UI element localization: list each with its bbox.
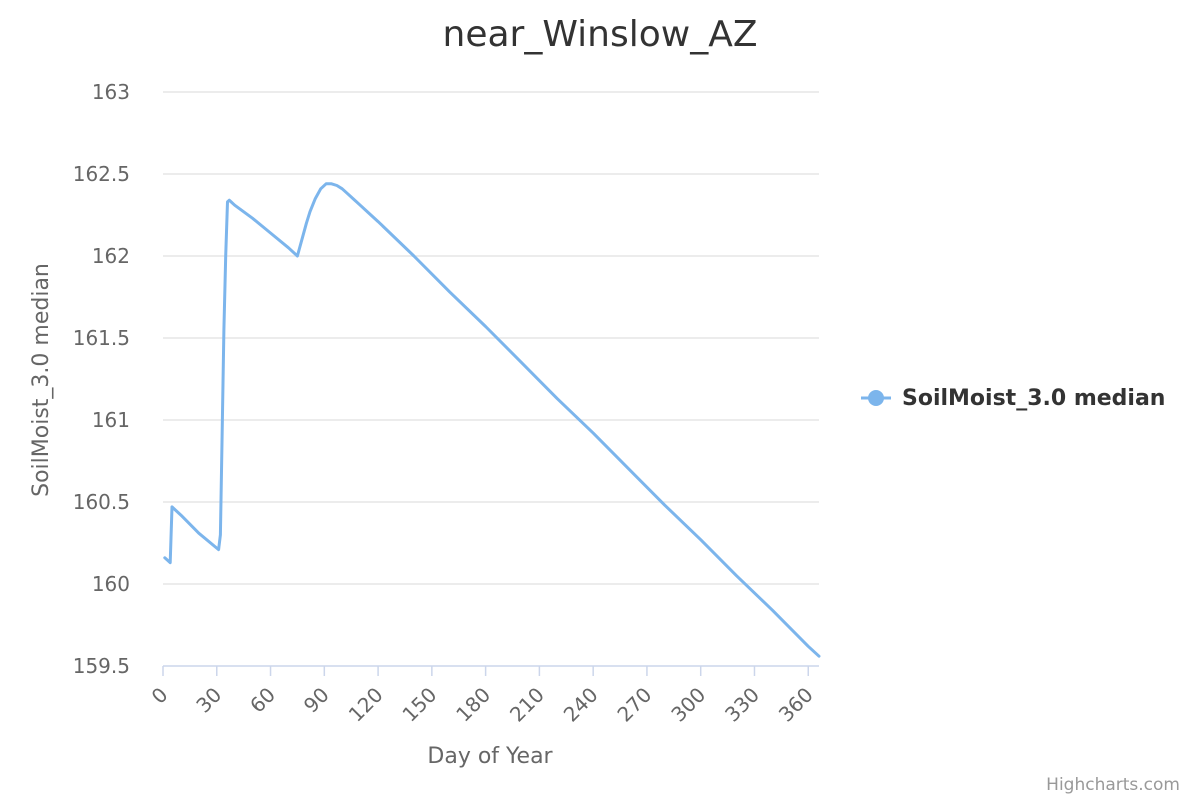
x-axis-title: Day of Year	[427, 744, 553, 769]
x-tick-label-240: 240	[559, 683, 603, 727]
x-tick-label-210: 210	[505, 683, 549, 727]
x-tick-label-270: 270	[612, 683, 656, 727]
x-tick-label-0: 0	[147, 683, 173, 709]
y-tick-label-160: 160	[92, 572, 130, 596]
y-tick-label-160.5: 160.5	[73, 490, 130, 514]
legend-label: SoilMoist_3.0 median	[902, 386, 1165, 411]
x-tick-label-60: 60	[245, 683, 280, 718]
x-tick-label-30: 30	[191, 683, 226, 718]
series-layer	[163, 182, 821, 658]
y-tick-label-161: 161	[92, 408, 130, 432]
x-tick-label-150: 150	[397, 683, 441, 727]
x-tick-label-180: 180	[451, 683, 495, 727]
x-axis	[162, 665, 819, 676]
y-tick-label-162: 162	[92, 244, 130, 268]
y-tick-label-161.5: 161.5	[73, 326, 130, 350]
y-tick-label-162.5: 162.5	[73, 162, 130, 186]
legend-item[interactable]: SoilMoist_3.0 median	[861, 386, 1165, 411]
y-tick-label-159.5: 159.5	[73, 654, 130, 678]
series-line-0	[163, 182, 821, 658]
x-tick-label-330: 330	[720, 683, 764, 727]
x-tick-label-120: 120	[344, 683, 388, 727]
y-tick-label-163: 163	[92, 80, 130, 104]
chart-title: near_Winslow_AZ	[443, 14, 758, 55]
gridlines	[163, 91, 819, 585]
y-axis-tick-labels: 159.5 160 160.5 161 161.5 162 162.5 163	[73, 80, 130, 678]
x-tick-label-300: 300	[666, 683, 710, 727]
x-tick-label-360: 360	[774, 683, 818, 727]
legend-symbol-marker	[868, 390, 884, 406]
x-axis-tick-labels: 0 30 60 90 120 150 180 210 240 270 300 330 360	[147, 683, 818, 727]
y-axis-title: SoilMoist_3.0 median	[29, 263, 54, 497]
x-tick-label-90: 90	[299, 683, 334, 718]
credits-link[interactable]: Highcharts.com	[1046, 775, 1180, 795]
